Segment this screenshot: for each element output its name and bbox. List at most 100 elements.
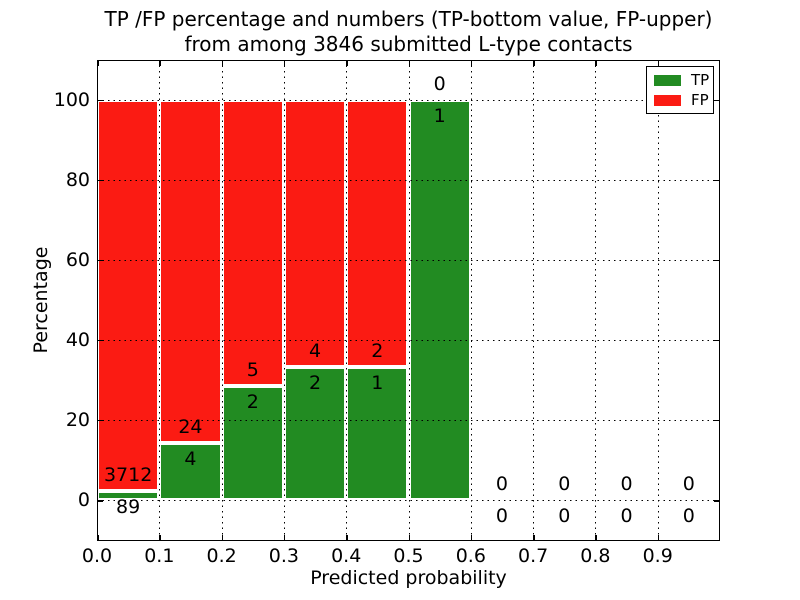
x-tickmark xyxy=(283,535,286,541)
x-tick-label: 0.0 xyxy=(81,545,113,567)
x-tickmark-top xyxy=(408,60,410,66)
fp-bar xyxy=(221,99,284,386)
x-tickmark xyxy=(470,535,473,541)
tp-bar xyxy=(283,366,347,500)
x-gridline xyxy=(159,60,161,541)
tp-count-label: 0 xyxy=(558,505,571,527)
legend-label-tp: TP xyxy=(691,70,710,89)
x-tick-label: 0.1 xyxy=(144,545,175,567)
legend-item-fp: FP xyxy=(654,90,713,109)
x-tick-label: 0.5 xyxy=(393,545,424,567)
y-tickmark xyxy=(97,259,103,262)
x-gridline xyxy=(408,60,410,541)
legend-item-tp: TP xyxy=(654,70,713,89)
x-gridline xyxy=(470,60,472,541)
x-tick-label: 0.9 xyxy=(642,545,673,567)
x-tickmark xyxy=(533,535,535,541)
x-tickmark-top xyxy=(159,60,161,66)
x-tick-label: 0.8 xyxy=(580,545,611,567)
fp-count-label: 0 xyxy=(620,473,633,495)
chart-subtitle: from among 3846 submitted L-type contact… xyxy=(184,32,633,56)
tp-bar xyxy=(159,442,222,500)
tp-bar xyxy=(221,385,284,500)
x-tickmark-top xyxy=(97,60,99,66)
x-tickmark-top xyxy=(221,60,224,66)
x-gridline xyxy=(346,60,348,541)
y-tick-label: 20 xyxy=(65,408,90,431)
x-tickmark-top xyxy=(533,60,535,66)
y-tickmark-right xyxy=(714,259,720,262)
legend-label-fp: FP xyxy=(691,90,709,109)
chart-title: TP /FP percentage and numbers (TP-bottom… xyxy=(104,7,713,31)
x-tickmark-top xyxy=(595,60,597,66)
tp-count-label: 0 xyxy=(620,505,633,527)
x-tick-label: 0.3 xyxy=(268,545,299,567)
chart-title-block: TP /FP percentage and numbers (TP-bottom… xyxy=(97,7,720,57)
y-tickmark-right xyxy=(714,419,720,422)
y-tickmark-right xyxy=(714,179,720,182)
tp-count-label: 1 xyxy=(433,104,446,127)
tp-count-label: 4 xyxy=(184,447,197,470)
x-gridline xyxy=(595,60,597,541)
fp-count-label: 4 xyxy=(309,339,322,362)
x-tick-label: 0.6 xyxy=(455,545,486,567)
x-tickmark xyxy=(97,535,99,541)
x-gridline xyxy=(657,60,659,541)
x-tickmark-top xyxy=(470,60,473,66)
tp-count-label: 2 xyxy=(309,371,322,394)
fp-count-label: 24 xyxy=(178,415,203,438)
fp-count-label: 3712 xyxy=(103,463,153,486)
fp-bar xyxy=(159,99,222,443)
y-tickmark xyxy=(97,179,103,182)
y-tick-label: 80 xyxy=(65,168,90,191)
tp-count-label: 0 xyxy=(682,505,695,527)
legend: TP FP xyxy=(646,66,714,114)
tp-swatch-icon xyxy=(654,74,681,86)
y-tickmark xyxy=(97,99,103,101)
y-tickmark-right xyxy=(714,99,720,101)
y-tick-label: 100 xyxy=(53,88,90,111)
fp-bar xyxy=(283,99,347,367)
tp-bar xyxy=(97,490,160,500)
x-tickmark xyxy=(595,535,597,541)
tp-count-label: 89 xyxy=(116,495,141,518)
x-tickmark-top xyxy=(346,60,348,66)
fp-bar xyxy=(346,99,409,367)
x-tick-label: 0.2 xyxy=(206,545,237,567)
x-tick-label: 0.4 xyxy=(331,545,362,567)
x-tickmark xyxy=(346,535,348,541)
tp-count-label: 0 xyxy=(495,505,508,527)
x-tickmark xyxy=(221,535,224,541)
y-tickmark-right xyxy=(714,500,720,502)
x-gridline xyxy=(221,60,223,541)
fp-count-label: 0 xyxy=(495,473,508,495)
x-tickmark xyxy=(159,535,161,541)
y-tickmark xyxy=(97,500,103,502)
x-tickmark xyxy=(657,535,660,541)
y-tick-label: 60 xyxy=(65,248,90,271)
fp-count-label: 2 xyxy=(371,339,384,362)
x-gridline xyxy=(283,60,285,541)
x-gridline xyxy=(533,60,535,541)
y-tick-label: 40 xyxy=(65,328,90,351)
x-tick-label: 0.7 xyxy=(517,545,549,567)
fp-bar xyxy=(97,99,160,491)
y-tick-label: 0 xyxy=(77,489,90,511)
plot-area: 3712 89 24 4 5 2 4 2 2 1 0 1 0 0 0 0 0 0 0 0 xyxy=(97,60,720,541)
tp-count-label: 2 xyxy=(246,390,259,413)
fp-count-label: 0 xyxy=(433,72,446,95)
fp-count-label: 0 xyxy=(558,473,571,495)
y-tickmark xyxy=(97,419,103,422)
fp-count-label: 5 xyxy=(246,358,259,381)
y-tickmark-right xyxy=(714,339,720,342)
tp-count-label: 1 xyxy=(371,371,384,394)
tp-bar xyxy=(346,366,409,500)
y-tickmark xyxy=(97,339,103,342)
fp-swatch-icon xyxy=(654,94,681,106)
x-axis-label: Predicted probability xyxy=(310,567,507,589)
fp-count-label: 0 xyxy=(682,473,695,495)
x-tickmark-top xyxy=(657,60,660,66)
x-tickmark xyxy=(408,535,410,541)
tp-bar xyxy=(408,99,471,500)
